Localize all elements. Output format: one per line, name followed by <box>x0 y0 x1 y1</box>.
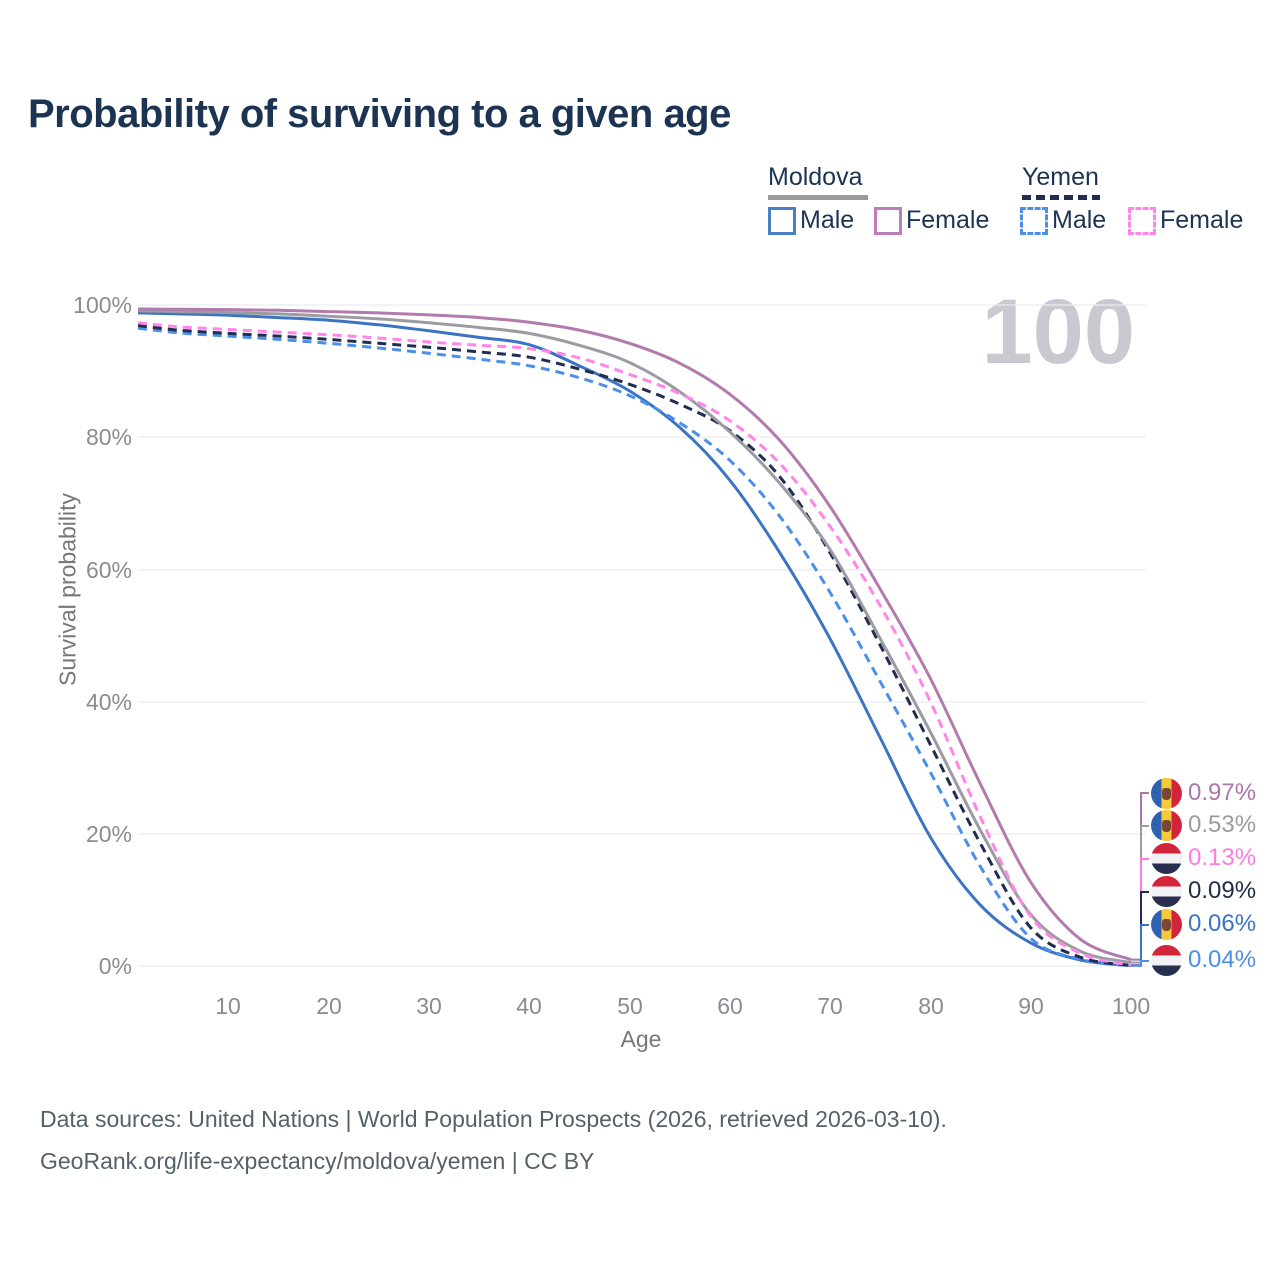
legend-moldova-female[interactable]: Female <box>874 206 989 235</box>
x-tick-60: 60 <box>717 993 743 1019</box>
survival-curves <box>137 307 1132 968</box>
age-watermark: 100 <box>981 281 1136 383</box>
y-tick-100: 100% <box>73 292 132 318</box>
legend-moldova-male[interactable]: Male <box>768 206 854 235</box>
moldova-emblem-icon <box>1162 820 1171 832</box>
yemen-male-label: Male <box>1052 206 1107 234</box>
flag-moldova-icon <box>1151 909 1182 940</box>
x-tick-10: 10 <box>215 993 241 1019</box>
curve-moldova-female[interactable] <box>137 307 1132 962</box>
curve-moldova-both[interactable] <box>137 309 1132 964</box>
moldova-female-label: Female <box>906 206 990 234</box>
leader-line-yemen-male <box>1131 960 1149 967</box>
legend-yemen-male[interactable]: Male <box>1020 206 1106 235</box>
page-title: Probability of surviving to a given age <box>28 92 731 136</box>
curve-moldova-male[interactable] <box>137 311 1132 968</box>
legend-moldova-line-swatch <box>768 195 868 200</box>
x-tick-50: 50 <box>617 993 643 1019</box>
legend-yemen-label[interactable]: Yemen <box>1022 163 1099 191</box>
moldova-male-label: Male <box>800 206 855 234</box>
flag-moldova-icon <box>1151 810 1182 841</box>
source-line-1: Data sources: United Nations | World Pop… <box>40 1106 947 1132</box>
yemen-male-swatch-icon <box>1020 206 1048 235</box>
end-value-yemen-all: 0.09% <box>1188 877 1257 904</box>
x-tick-80: 80 <box>918 993 944 1019</box>
y-tick-0: 0% <box>98 953 132 979</box>
moldova-female-swatch-icon <box>874 206 902 235</box>
curve-yemen-male[interactable] <box>137 326 1132 968</box>
end-value-moldova-female: 0.97% <box>1188 779 1257 806</box>
x-tick-70: 70 <box>817 993 843 1019</box>
x-tick-20: 20 <box>316 993 342 1019</box>
moldova-emblem-icon <box>1162 919 1171 931</box>
end-value-moldova-male: 0.06% <box>1188 910 1257 937</box>
legend-moldova-group: Moldova <box>768 163 868 200</box>
x-tick-100: 100 <box>1111 993 1151 1019</box>
legend-yemen-group: Yemen <box>1022 163 1100 200</box>
gridlines <box>138 304 1146 967</box>
end-label-leader-lines <box>1131 792 1149 967</box>
curve-yemen-female[interactable] <box>137 321 1132 967</box>
end-value-yemen-female: 0.13% <box>1188 844 1257 871</box>
y-tick-80: 80% <box>85 424 132 450</box>
x-tick-30: 30 <box>416 993 442 1019</box>
legend-yemen-female[interactable]: Female <box>1128 206 1243 235</box>
x-tick-90: 90 <box>1018 993 1044 1019</box>
x-axis-label: Age <box>620 1026 662 1052</box>
yemen-female-label: Female <box>1160 206 1244 234</box>
flag-yemen-icon <box>1151 876 1182 907</box>
y-tick-40: 40% <box>85 689 132 715</box>
x-tick-40: 40 <box>516 993 542 1019</box>
source-line-2[interactable]: GeoRank.org/life-expectancy/moldova/yeme… <box>40 1148 595 1174</box>
legend-yemen-line-swatch <box>1022 195 1100 200</box>
moldova-male-swatch-icon <box>768 206 796 235</box>
end-value-yemen-male: 0.04% <box>1188 946 1257 973</box>
flag-yemen-icon <box>1151 843 1182 874</box>
yemen-female-swatch-icon <box>1128 206 1156 235</box>
y-tick-20: 20% <box>85 821 132 847</box>
end-value-moldova-all: 0.53% <box>1188 811 1257 838</box>
curve-yemen-both[interactable] <box>137 324 1132 967</box>
flag-moldova-icon <box>1151 778 1182 809</box>
moldova-emblem-icon <box>1162 788 1171 800</box>
y-tick-60: 60% <box>85 557 132 583</box>
legend-moldova-label[interactable]: Moldova <box>768 163 863 191</box>
flag-yemen-icon <box>1151 945 1182 976</box>
